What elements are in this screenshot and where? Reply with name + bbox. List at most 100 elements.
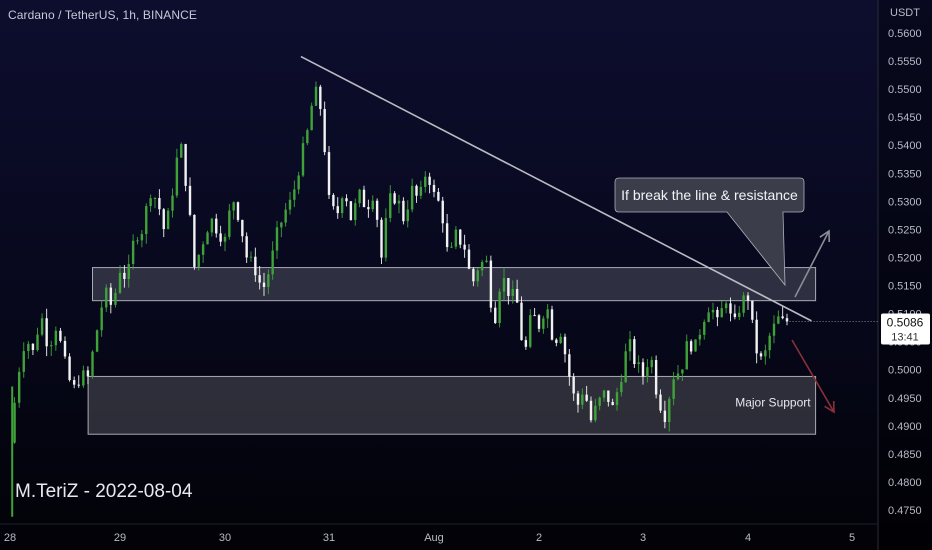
candle-up	[598, 397, 601, 406]
candle-down	[59, 330, 62, 341]
time-tick-label: Aug	[424, 532, 444, 544]
candle-down	[611, 401, 614, 406]
candle-up	[340, 198, 344, 214]
candle-down	[607, 390, 610, 402]
price-tick-label: 0.4850	[888, 449, 922, 461]
candle-up	[650, 360, 653, 368]
candle-up	[703, 321, 706, 335]
candle-up	[406, 209, 409, 222]
major-support-zone[interactable]	[87, 375, 817, 435]
candle-up	[91, 351, 94, 377]
price-tick-label: 0.4750	[888, 505, 922, 517]
candle-down	[332, 194, 335, 207]
break-callout-text: If break the line & resistance	[621, 187, 798, 203]
candle-down	[323, 109, 326, 153]
price-tick-label: 0.5550	[888, 56, 922, 68]
candle-up	[153, 198, 157, 200]
candle-up	[742, 295, 745, 313]
candle-up	[27, 343, 30, 352]
candle-up	[371, 200, 374, 210]
price-tick-label: 0.4900	[888, 421, 922, 433]
candle-up	[82, 370, 85, 386]
candle-up	[228, 210, 231, 237]
candle-up	[267, 274, 270, 287]
candle-down	[432, 184, 436, 192]
candle-down	[489, 260, 493, 308]
candle-down	[641, 362, 645, 377]
candle-up	[310, 105, 313, 131]
candle-up	[476, 270, 479, 282]
candle-down	[215, 218, 218, 234]
candle-up	[145, 206, 148, 235]
candle-up	[646, 367, 649, 377]
candle-down	[393, 193, 396, 204]
candle-up	[546, 309, 549, 319]
candle-down	[262, 282, 266, 287]
candle-up	[777, 316, 780, 324]
candle-down	[572, 376, 575, 394]
candle-up	[175, 157, 179, 196]
candle-down	[162, 209, 165, 230]
candle-down	[463, 244, 466, 250]
candle-up	[542, 318, 545, 329]
candle-down	[654, 360, 658, 395]
candle-up	[100, 307, 103, 331]
bullish-projection-arrow	[794, 229, 831, 298]
major-support-label: Major Support	[735, 395, 811, 409]
candle-down	[689, 341, 693, 352]
candle-up	[105, 287, 108, 308]
candle-down	[77, 384, 80, 386]
price-tick-label: 0.5300	[888, 196, 922, 208]
candle-up	[293, 189, 296, 200]
candle-up	[454, 229, 458, 247]
candle-up	[127, 264, 130, 279]
candle-down	[349, 201, 353, 221]
candle-up	[768, 335, 771, 351]
candle-up	[397, 200, 401, 204]
candle-up	[384, 217, 388, 258]
candle-up	[166, 210, 170, 230]
candle-up	[738, 312, 741, 318]
candle-up	[13, 402, 16, 443]
candle-down	[380, 219, 383, 258]
price-tick-label: 0.5150	[888, 281, 922, 293]
candle-up	[698, 334, 702, 340]
candle-down	[345, 198, 348, 202]
candle-up	[485, 260, 488, 262]
candle-up	[724, 303, 728, 309]
candle-up	[620, 382, 623, 393]
candle-down	[459, 229, 462, 245]
candle-down	[729, 303, 732, 314]
candle-up	[559, 336, 562, 343]
candle-up	[511, 288, 514, 296]
descending-trendline[interactable]	[300, 55, 812, 322]
candle-up	[95, 330, 99, 352]
candle-down	[245, 236, 248, 258]
time-tick-label: 2	[536, 532, 542, 544]
candle-up	[314, 86, 318, 106]
candle-up	[171, 195, 174, 211]
candle-down	[193, 214, 196, 267]
price-tick-label: 0.5000	[888, 365, 922, 377]
last-price-value: 0.5086	[887, 315, 924, 329]
candle-up	[197, 254, 200, 267]
candle-up	[498, 291, 501, 323]
candle-down	[68, 356, 71, 381]
candle-down	[445, 223, 449, 248]
candle-down	[537, 315, 541, 329]
candle-up	[280, 222, 283, 228]
candle-up	[624, 351, 627, 383]
candle-up	[40, 318, 44, 335]
candle-up	[354, 203, 357, 221]
price-tick-label: 0.5400	[888, 140, 922, 152]
candle-up	[210, 218, 214, 233]
candle-up	[764, 350, 767, 357]
price-tick-label: 0.5600	[888, 28, 922, 40]
candle-up	[581, 394, 584, 405]
candle-down	[633, 339, 636, 365]
break-callout[interactable]: If break the line & resistance	[614, 177, 805, 287]
resistance-zone[interactable]	[92, 267, 817, 302]
candle-down	[563, 336, 567, 355]
